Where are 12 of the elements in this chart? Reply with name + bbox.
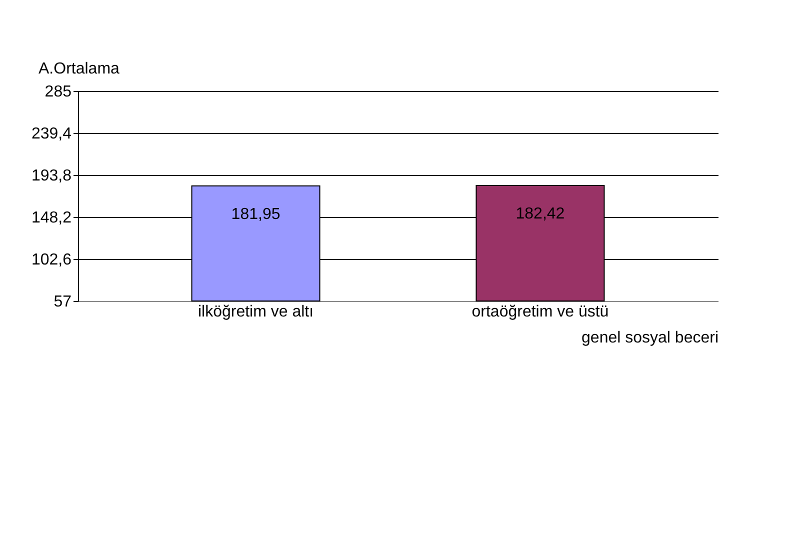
y-tick-label: 239,4 bbox=[31, 126, 72, 142]
y-tick-label: 193,8 bbox=[31, 168, 72, 184]
y-tick-label: 102,6 bbox=[31, 252, 72, 268]
x-tick-label: ortaöğretim ve üstü bbox=[472, 304, 609, 320]
x-tick-label: ilköğretim ve altı bbox=[198, 304, 314, 320]
data-label: 181,95 bbox=[231, 206, 280, 223]
y-tick-label: 285 bbox=[44, 84, 72, 100]
x-axis-title: genel sosyal beceri bbox=[582, 330, 718, 346]
y-axis-title: A.Ortalama bbox=[38, 60, 120, 78]
y-tick-label: 57 bbox=[54, 294, 72, 310]
y-tick-label: 148,2 bbox=[31, 210, 72, 226]
data-label: 182,42 bbox=[516, 205, 565, 222]
